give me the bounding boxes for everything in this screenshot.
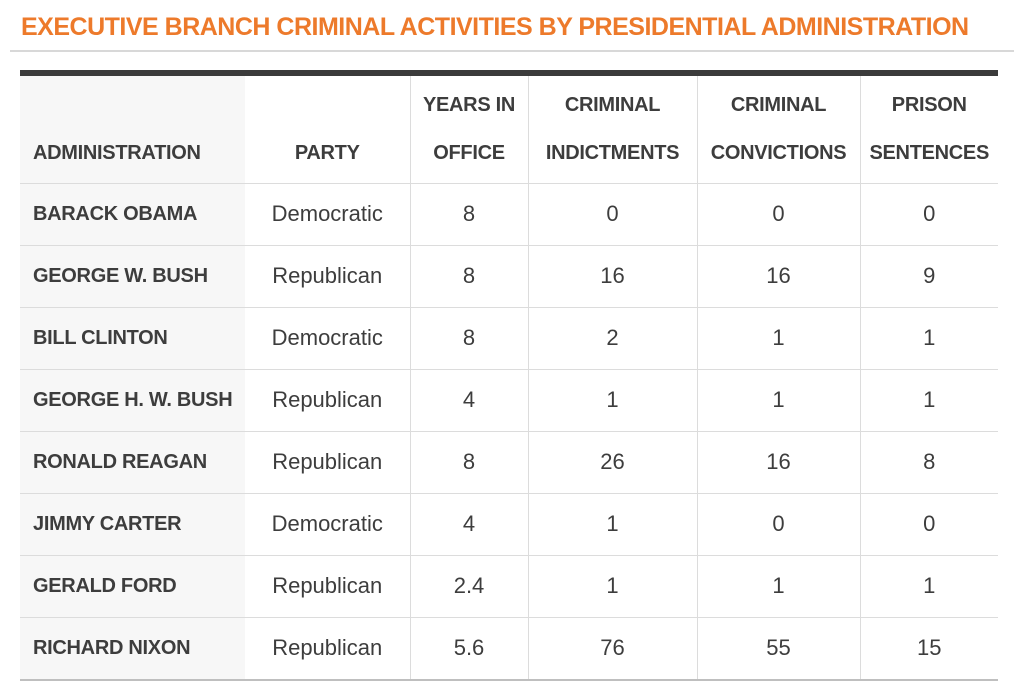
column-header-label-line2: SENTENCES — [869, 141, 990, 164]
column-header-criminal-indictments: CRIMINAL INDICTMENTS — [527, 76, 697, 183]
cell-prison-sentences: 1 — [859, 306, 998, 369]
cell-criminal-indictments: 76 — [527, 616, 697, 679]
cell-years-in-office: 4 — [409, 368, 528, 431]
cell-administration: GEORGE W. BUSH — [20, 244, 245, 307]
column-header-administration: ADMINISTRATION — [20, 76, 245, 183]
cell-party: Republican — [245, 616, 410, 679]
cell-years-in-office: 2.4 — [409, 554, 528, 617]
cell-party: Democratic — [245, 182, 410, 245]
column-header-label-line1: CRIMINAL — [564, 93, 661, 116]
column-header-label-line1: PRISON — [891, 93, 967, 116]
page-title: EXECUTIVE BRANCH CRIMINAL ACTIVITIES BY … — [21, 13, 969, 41]
cell-party: Republican — [245, 368, 410, 431]
cell-prison-sentences: 1 — [859, 368, 998, 431]
table-row: GEORGE W. BUSH Republican 8 16 16 9 — [20, 244, 998, 307]
cell-administration: GEORGE H. W. BUSH — [20, 368, 245, 431]
cell-prison-sentences: 1 — [859, 554, 998, 617]
cell-party: Republican — [245, 554, 410, 617]
cell-criminal-convictions: 1 — [696, 554, 860, 617]
cell-criminal-indictments: 2 — [527, 306, 697, 369]
column-header-label-line2: INDICTMENTS — [545, 141, 680, 164]
cell-criminal-convictions: 1 — [696, 368, 860, 431]
column-header-party: PARTY — [245, 76, 410, 183]
cell-years-in-office: 8 — [409, 430, 528, 493]
table-row: RONALD REAGAN Republican 8 26 16 8 — [20, 430, 998, 493]
cell-criminal-indictments: 1 — [527, 368, 697, 431]
cell-administration: RICHARD NIXON — [20, 616, 245, 679]
column-header-label: ADMINISTRATION — [33, 141, 201, 164]
cell-party: Democratic — [245, 492, 410, 555]
cell-prison-sentences: 8 — [859, 430, 998, 493]
data-table: ADMINISTRATION PARTY YEARS IN OFFICE CRI… — [20, 76, 998, 679]
cell-criminal-convictions: 55 — [696, 616, 860, 679]
cell-criminal-indictments: 0 — [527, 182, 697, 245]
cell-criminal-indictments: 1 — [527, 554, 697, 617]
cell-administration: BILL CLINTON — [20, 306, 245, 369]
header-row: ADMINISTRATION PARTY YEARS IN OFFICE CRI… — [20, 76, 998, 183]
cell-criminal-indictments: 26 — [527, 430, 697, 493]
table-body: BARACK OBAMA Democratic 8 0 0 0 GEORGE W… — [20, 182, 998, 679]
cell-administration: BARACK OBAMA — [20, 182, 245, 245]
column-header-label-line2: CONVICTIONS — [710, 141, 847, 164]
cell-criminal-convictions: 16 — [696, 244, 860, 307]
cell-party: Republican — [245, 430, 410, 493]
cell-criminal-indictments: 16 — [527, 244, 697, 307]
cell-administration: JIMMY CARTER — [20, 492, 245, 555]
table-row: JIMMY CARTER Democratic 4 1 0 0 — [20, 492, 998, 555]
cell-years-in-office: 8 — [409, 182, 528, 245]
cell-party: Democratic — [245, 306, 410, 369]
column-header-label: PARTY — [294, 141, 360, 164]
column-header-label-line2: OFFICE — [433, 141, 505, 164]
cell-administration: GERALD FORD — [20, 554, 245, 617]
table-container: ADMINISTRATION PARTY YEARS IN OFFICE CRI… — [20, 70, 998, 681]
column-header-prison-sentences: PRISON SENTENCES — [859, 76, 998, 183]
cell-criminal-indictments: 1 — [527, 492, 697, 555]
column-header-label-line1: YEARS IN — [422, 93, 516, 116]
cell-prison-sentences: 15 — [859, 616, 998, 679]
cell-years-in-office: 4 — [409, 492, 528, 555]
cell-criminal-convictions: 0 — [696, 492, 860, 555]
cell-years-in-office: 8 — [409, 244, 528, 307]
column-header-label-line1: CRIMINAL — [730, 93, 827, 116]
table-row: RICHARD NIXON Republican 5.6 76 55 15 — [20, 616, 998, 679]
table-row: BILL CLINTON Democratic 8 2 1 1 — [20, 306, 998, 369]
cell-party: Republican — [245, 244, 410, 307]
cell-years-in-office: 5.6 — [409, 616, 528, 679]
table-row: GERALD FORD Republican 2.4 1 1 1 — [20, 554, 998, 617]
column-header-criminal-convictions: CRIMINAL CONVICTIONS — [696, 76, 860, 183]
cell-prison-sentences: 0 — [859, 182, 998, 245]
cell-years-in-office: 8 — [409, 306, 528, 369]
table-row: BARACK OBAMA Democratic 8 0 0 0 — [20, 182, 998, 245]
table-row: GEORGE H. W. BUSH Republican 4 1 1 1 — [20, 368, 998, 431]
cell-criminal-convictions: 0 — [696, 182, 860, 245]
cell-prison-sentences: 0 — [859, 492, 998, 555]
cell-administration: RONALD REAGAN — [20, 430, 245, 493]
column-header-years-in-office: YEARS IN OFFICE — [409, 76, 528, 183]
cell-criminal-convictions: 16 — [696, 430, 860, 493]
cell-prison-sentences: 9 — [859, 244, 998, 307]
title-divider — [10, 50, 1014, 52]
cell-criminal-convictions: 1 — [696, 306, 860, 369]
